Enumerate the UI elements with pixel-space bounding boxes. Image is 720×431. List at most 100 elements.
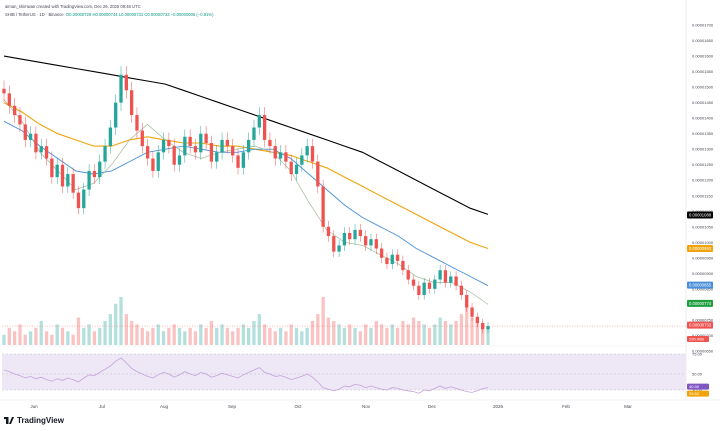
- candle-body: [465, 295, 469, 308]
- candle-body: [353, 229, 357, 240]
- symbol-title: SHIB / TetherUS · 1D · Binance: [5, 12, 64, 17]
- volume-bar: [443, 321, 448, 345]
- candle-body: [449, 276, 453, 283]
- price-tick-label: 0.00001100: [692, 209, 714, 214]
- candle-body: [294, 164, 299, 175]
- volume-bar: [71, 334, 75, 345]
- candle-body: [379, 248, 384, 258]
- rsi-pane: [2, 353, 686, 394]
- price-badge-label: 0.00001088: [689, 212, 712, 217]
- volume-bar: [470, 317, 474, 345]
- moving-averages: [3, 55, 489, 305]
- volume-bar: [411, 317, 416, 345]
- candle-body: [87, 170, 91, 190]
- volume-bar: [332, 321, 336, 345]
- volume-bar: [167, 327, 171, 345]
- candle-body: [241, 152, 245, 168]
- volume-bar: [156, 324, 160, 345]
- volume-bar: [326, 317, 331, 345]
- candle-body: [236, 155, 240, 168]
- volume-bar: [278, 327, 283, 345]
- candle-body: [459, 285, 464, 296]
- price-tick-label: 0.00001500: [692, 85, 714, 90]
- candle-body: [108, 127, 113, 147]
- candle-body: [305, 146, 309, 156]
- volume-bar: [193, 331, 198, 345]
- volume-bar: [252, 321, 256, 345]
- volume-bar: [337, 324, 341, 345]
- time-axis: Jun Jul Aug Sep Oct Nov Dec 2026 Feb Mar: [30, 404, 632, 409]
- volume-bar: [60, 327, 65, 345]
- candle-body: [129, 90, 134, 116]
- candle-body: [98, 161, 102, 178]
- volume-bar: [151, 327, 155, 345]
- volume-bar: [348, 324, 352, 345]
- volume-bar: [385, 327, 389, 345]
- rsi-tick-label: 30.00: [692, 388, 703, 393]
- volume-bar: [66, 331, 70, 345]
- volume-bar: [103, 321, 107, 345]
- volume-bar: [417, 321, 421, 345]
- candle-body: [348, 232, 352, 240]
- candle-body: [2, 88, 6, 94]
- time-tick-label: Oct: [294, 404, 302, 409]
- candle-body: [145, 146, 150, 159]
- candle-body: [50, 158, 54, 178]
- candle-body: [103, 146, 107, 162]
- candle-body: [220, 139, 224, 153]
- candle-body: [374, 239, 378, 249]
- volume-bar: [215, 327, 219, 345]
- volume-bar: [44, 331, 49, 345]
- volume-bar: [422, 324, 426, 345]
- candle-body: [82, 189, 86, 209]
- rsi-badge: [687, 390, 709, 397]
- volume-bar: [188, 327, 192, 345]
- volume-bar: [55, 324, 59, 345]
- candle-body: [183, 136, 187, 156]
- price-tick-label: 0.00001600: [692, 54, 714, 59]
- candle-body: [321, 186, 325, 227]
- volume-bar: [2, 334, 6, 345]
- candle-body: [252, 127, 256, 140]
- tradingview-logo-icon: [4, 417, 14, 424]
- volume-bar: [236, 327, 240, 345]
- rsi-tick-label: 75.00: [692, 352, 703, 357]
- candle-body: [225, 139, 230, 147]
- candle-body: [156, 152, 160, 171]
- volume-bar: [284, 331, 288, 345]
- candlesticks: [2, 66, 686, 334]
- candle-body: [39, 146, 43, 153]
- ohlc-values: O0.00000729 H0.00000744 L0.00000731 C0.0…: [65, 12, 214, 17]
- candle-body: [124, 74, 128, 91]
- volume-bar: [321, 297, 325, 345]
- candle-body: [151, 158, 155, 171]
- volume-bar: [241, 324, 245, 345]
- volume-bar: [481, 324, 485, 345]
- volume-bar: [50, 334, 54, 345]
- volume-bar: [12, 331, 17, 345]
- volume-bar: [406, 324, 410, 345]
- price-tick-label: 0.00001150: [692, 193, 714, 198]
- volume-bar: [225, 327, 230, 345]
- candle-body: [289, 161, 293, 175]
- brand-name: TradingView: [17, 416, 64, 425]
- candle-body: [71, 174, 75, 193]
- price-tick-label: 0.00001350: [692, 131, 714, 136]
- candle-body: [422, 282, 426, 296]
- volume-bar: [454, 321, 458, 345]
- volume-bar: [369, 327, 373, 345]
- candle-body: [7, 93, 11, 106]
- candle-body: [332, 236, 336, 252]
- candle-body: [44, 146, 49, 159]
- time-tick-label: Feb: [562, 404, 570, 409]
- volume-bar: [395, 327, 400, 345]
- candle-body: [177, 155, 182, 165]
- price-tick-label: 0.00001250: [692, 162, 714, 167]
- volume-bar: [119, 297, 123, 345]
- time-tick-label: Nov: [362, 404, 371, 409]
- volume-bar: [34, 327, 38, 345]
- volume-bar: [161, 331, 166, 345]
- price-tick-label: 0.00001050: [692, 224, 714, 229]
- volume-bar: [82, 327, 86, 345]
